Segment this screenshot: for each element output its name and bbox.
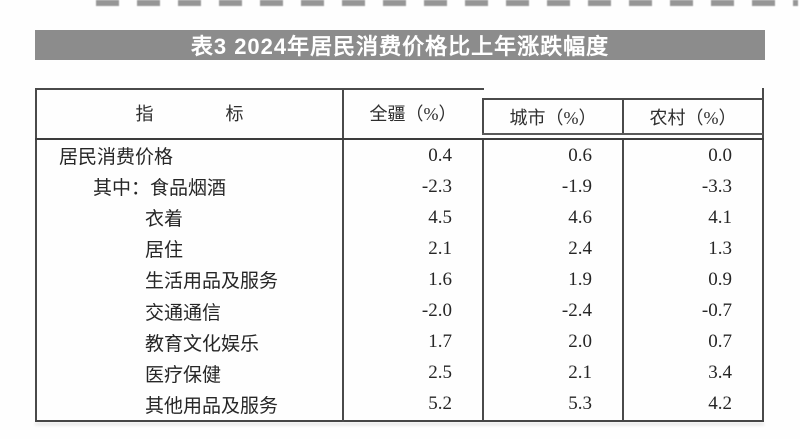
- cropped-text-fragments: [96, 0, 798, 6]
- row-value-region: 1.6: [428, 268, 452, 290]
- row-label: 衣着: [145, 209, 184, 231]
- row-label: 教育文化娱乐: [145, 333, 260, 355]
- subheader-box-divider: [622, 98, 624, 135]
- row-value-rural: -3.3: [701, 175, 732, 197]
- table-title: 表3 2024年居民消费价格比上年涨跌幅度: [190, 34, 610, 59]
- header-indicator: 指 标: [135, 104, 244, 124]
- table-border-right: [762, 88, 764, 422]
- row-value-city: 2.4: [568, 237, 592, 259]
- row-value-rural: 0.7: [708, 331, 732, 353]
- row-value-city: -2.4: [561, 300, 592, 322]
- column-divider-city: [482, 140, 484, 420]
- header-region: 全疆（%）: [369, 104, 457, 124]
- row-label: 医疗保健: [145, 364, 222, 386]
- row-label: 交通通信: [145, 302, 222, 324]
- row-value-city: 5.3: [568, 393, 592, 415]
- header-city: 城市（%）: [509, 107, 597, 128]
- row-value-rural: 0.0: [708, 144, 732, 166]
- column-divider-rural: [622, 140, 624, 420]
- row-value-rural: 4.2: [708, 393, 732, 415]
- row-value-rural: 3.4: [708, 362, 732, 384]
- row-value-city: -1.9: [561, 175, 592, 197]
- row-value-region: -2.3: [421, 175, 452, 197]
- table-rows: 居民消费价格 0.4 0.6 0.0 其中：食品烟酒 -2.3 -1.9 -3.…: [37, 140, 762, 420]
- row-label: 其他用品及服务: [145, 395, 279, 417]
- table-title-bar: 表3 2024年居民消费价格比上年涨跌幅度: [35, 30, 765, 60]
- row-value-region: 5.2: [428, 393, 452, 415]
- row-label: 其中：食品烟酒: [93, 178, 227, 200]
- table-border-left: [35, 88, 37, 422]
- table-row: 教育文化娱乐 1.7 2.0 0.7: [37, 327, 762, 358]
- row-value-region: -2.0: [421, 300, 452, 322]
- header-rural: 农村（%）: [649, 107, 737, 128]
- table-row: 居住 2.1 2.4 1.3: [37, 233, 762, 264]
- row-value-city: 4.6: [568, 206, 592, 228]
- table-border-top: [35, 88, 484, 90]
- row-value-rural: 0.9: [708, 268, 732, 290]
- row-value-region: 2.1: [428, 237, 452, 259]
- table-row: 居民消费价格 0.4 0.6 0.0: [37, 140, 762, 171]
- table-row: 生活用品及服务 1.6 1.9 0.9: [37, 264, 762, 295]
- row-value-city: 2.0: [568, 331, 592, 353]
- row-value-region: 1.7: [428, 331, 452, 353]
- table-row: 其他用品及服务 5.2 5.3 4.2: [37, 389, 762, 420]
- subheader-box-bottom: [482, 133, 763, 135]
- row-value-rural: 1.3: [708, 237, 732, 259]
- row-label: 生活用品及服务: [145, 271, 279, 293]
- row-value-city: 2.1: [568, 362, 592, 384]
- table-border-bottom: [35, 420, 764, 422]
- row-value-region: 0.4: [428, 144, 452, 166]
- cpi-table: 指 标 全疆（%） 城市（%） 农村（%） 居民消费价格 0.4 0.6 0.0…: [35, 88, 764, 422]
- column-divider-indicator: [342, 88, 344, 422]
- table-row: 医疗保健 2.5 2.1 3.4: [37, 358, 762, 389]
- table-row: 其中：食品烟酒 -2.3 -1.9 -3.3: [37, 171, 762, 202]
- table-row: 交通通信 -2.0 -2.4 -0.7: [37, 296, 762, 327]
- row-value-region: 2.5: [428, 362, 452, 384]
- row-value-city: 0.6: [568, 144, 592, 166]
- row-label: 居住: [145, 240, 184, 262]
- row-value-rural: 4.1: [708, 206, 732, 228]
- table-row: 衣着 4.5 4.6 4.1: [37, 202, 762, 233]
- row-value-city: 1.9: [568, 268, 592, 290]
- subheader-box-left: [482, 98, 484, 135]
- row-value-region: 4.5: [428, 206, 452, 228]
- row-value-rural: -0.7: [701, 300, 732, 322]
- header-separator: [35, 138, 764, 140]
- row-label: 居民消费价格: [59, 147, 174, 169]
